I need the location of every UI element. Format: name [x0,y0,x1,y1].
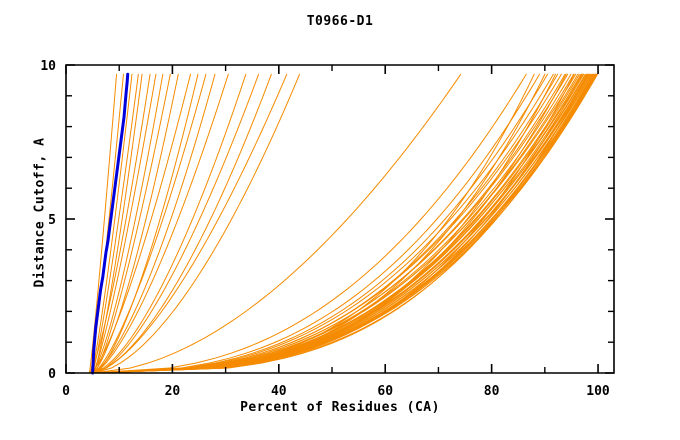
curve-line [91,73,164,374]
curve-line [92,73,247,374]
curve-line [92,73,462,374]
curve-line [93,73,229,374]
curve-line [93,73,301,374]
curve-line [94,73,584,374]
curve-line [92,73,207,374]
group-curves [88,73,599,374]
curve-line [93,73,171,374]
curve-line [88,73,575,374]
curve-line [94,73,546,374]
curve-line [92,73,139,374]
x-tick-label: 40 [271,384,287,399]
curve-line [93,73,554,374]
curve-line [92,73,583,374]
y-tick-label: 0 [48,367,56,382]
page-title: T0966-D1 [306,14,374,29]
curve-line [92,73,548,374]
curve-line [94,73,567,374]
curve-line [94,73,199,374]
curve-line [89,73,535,374]
highlighted-curve [91,72,130,375]
curve-line [93,73,577,374]
curve-line [91,73,589,374]
curve-line [92,73,157,374]
curve-line [88,73,118,374]
curve-line [92,73,594,374]
curve-line [93,73,591,374]
curve-line [92,73,288,374]
x-tick-label: 60 [377,384,393,399]
x-tick-label: 0 [62,384,70,399]
curve-line [93,73,569,374]
y-tick-label: 5 [48,213,56,228]
curve-line [91,73,272,374]
axis-ticks [65,64,614,374]
x-tick-label: 20 [165,384,181,399]
curve-line [89,73,151,374]
x-axis-label: Percent of Residues (CA) [240,400,440,415]
curve-line [91,73,216,374]
y-tick-label: 10 [40,59,56,74]
x-tick-label: 100 [586,384,610,399]
curve-line [94,73,260,374]
curve-line [91,73,133,374]
x-tick-label: 80 [484,384,500,399]
curve-line [90,73,191,374]
curve-line [89,73,527,374]
curve-line [92,73,179,374]
